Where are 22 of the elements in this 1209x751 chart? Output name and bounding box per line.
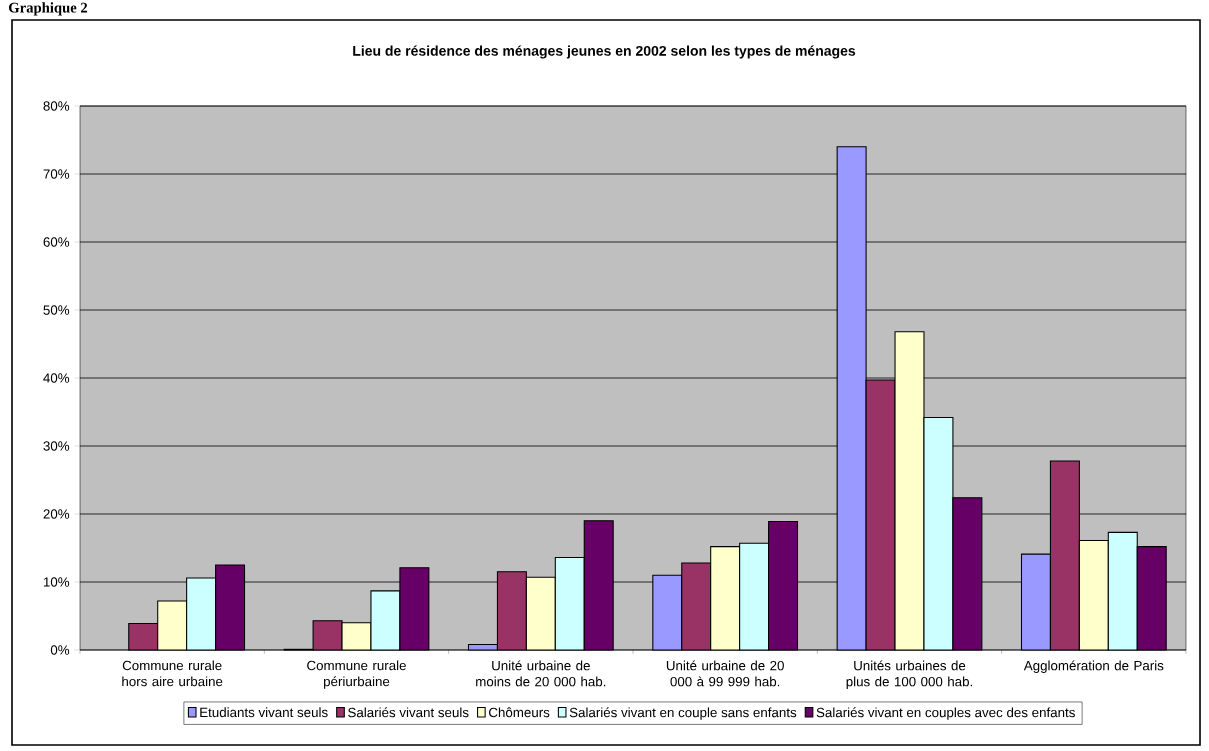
y-tick-label: 10% xyxy=(43,577,70,587)
legend-label: Salariés vivant seuls xyxy=(348,707,469,718)
legend-label: Salariés vivant en couples avec des enfants xyxy=(816,707,1075,720)
legend-label: Chômeurs xyxy=(489,707,550,718)
x-tick-label: Commune rurale hors aire urbaine xyxy=(122,660,223,687)
x-tick-label: Unité urbaine de moins de 20 000 hab. xyxy=(476,660,606,687)
x-tick-label: Unités urbaines de plus de 100 000 hab. xyxy=(846,660,973,689)
y-tick-label: 60% xyxy=(43,237,70,247)
x-tick-label: Unité urbaine de 20 000 à 99 999 hab. xyxy=(666,660,784,687)
legend-label: Salariés vivant en couple sans enfants xyxy=(569,707,797,720)
chart-title: Lieu de résidence des ménages jeunes en 2002 selon les types de ménages xyxy=(353,45,856,59)
y-tick-label: 80% xyxy=(43,101,70,111)
y-tick-label: 20% xyxy=(43,509,70,519)
text: Graphique 2 xyxy=(8,2,88,16)
x-tick-label: Agglomération de Paris xyxy=(1023,660,1164,673)
y-tick-label: 40% xyxy=(43,373,70,383)
y-tick-label: 70% xyxy=(43,169,70,179)
y-tick-label: 30% xyxy=(43,441,70,451)
y-tick-label: 50% xyxy=(43,305,70,315)
legend-label: Etudiants vivant seuls xyxy=(200,707,328,718)
y-tick-label: 0% xyxy=(50,645,70,655)
x-tick-label: Commune rurale périurbaine xyxy=(307,660,406,689)
